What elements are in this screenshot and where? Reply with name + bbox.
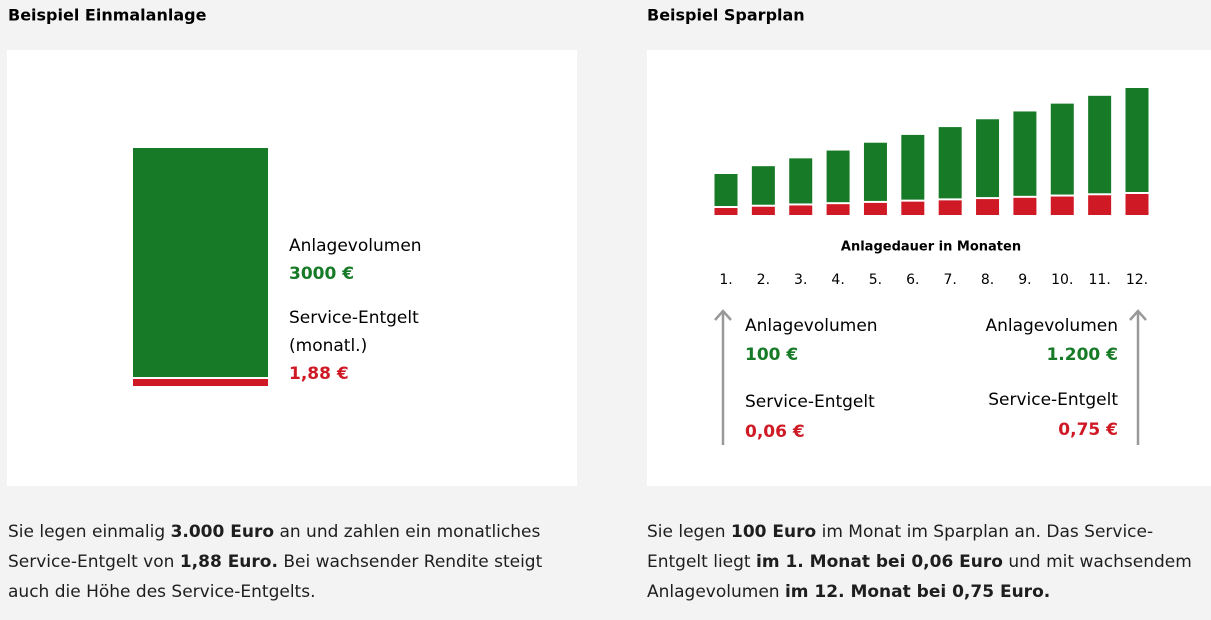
label: Anlagevolumen bbox=[745, 316, 878, 336]
volume-bar bbox=[938, 127, 962, 199]
volume-bar bbox=[751, 166, 775, 205]
panels: Beispiel Einmalanlage Beispiel Sparplan … bbox=[7, 6, 1211, 486]
value: 0,75 € bbox=[1058, 420, 1118, 440]
value: 3000 € bbox=[289, 264, 354, 284]
volume-bar bbox=[1125, 88, 1149, 192]
fee-bar bbox=[938, 200, 962, 215]
month-label: 10. bbox=[1051, 272, 1073, 288]
text-segment: im 12. Monat bei 0,75 Euro. bbox=[784, 582, 1051, 602]
text-segment: im Monat im Sparplan an. Das Service-Ent… bbox=[647, 522, 1154, 572]
fee-bar bbox=[789, 205, 813, 215]
month-label: 1. bbox=[719, 272, 732, 288]
text-segment: 100 Euro bbox=[731, 522, 817, 542]
volume-bar bbox=[901, 134, 925, 200]
text-segment: 1,88 Euro. bbox=[179, 552, 278, 572]
value: 0,06 € bbox=[745, 422, 805, 442]
volume-bar bbox=[976, 119, 1000, 198]
axis-label: Anlagedauer in Monaten bbox=[841, 240, 1021, 255]
label: Service-Entgelt bbox=[745, 392, 875, 412]
volume-bar bbox=[789, 158, 813, 204]
heading: Beispiel Sparplan bbox=[647, 6, 805, 25]
label: Service-Entgelt bbox=[988, 390, 1118, 410]
fee-bar bbox=[976, 199, 1000, 215]
month-label: 2. bbox=[757, 272, 770, 288]
volume-bar bbox=[133, 148, 268, 377]
value: 1.200 € bbox=[1046, 345, 1118, 365]
arrows bbox=[714, 309, 1147, 445]
paragraph: Sie legen einmalig 3.000 Euro an und zah… bbox=[8, 517, 548, 607]
value: 1,88 € bbox=[289, 364, 349, 384]
month-label: 11. bbox=[1089, 272, 1111, 288]
text-segment: 3.000 Euro bbox=[170, 522, 275, 542]
fee-bar bbox=[1125, 194, 1149, 215]
fee-bar bbox=[751, 206, 775, 215]
fee-bar bbox=[1088, 195, 1112, 215]
month-label: 9. bbox=[1018, 272, 1031, 288]
volume-bar bbox=[826, 150, 850, 203]
card bbox=[647, 50, 1211, 486]
paragraph: Sie legen 100 Euro im Monat im Sparplan … bbox=[647, 517, 1211, 607]
text-segment: Sie legen bbox=[647, 522, 731, 542]
label: (monatl.) bbox=[289, 336, 367, 356]
volume-bar bbox=[1088, 95, 1112, 194]
fee-bar bbox=[863, 202, 887, 215]
volume-bar bbox=[1050, 103, 1074, 195]
card bbox=[7, 50, 577, 486]
text-segment: Bei wachsender Rendite steigt auch die H… bbox=[8, 552, 543, 602]
month-label: 5. bbox=[869, 272, 882, 288]
label: Anlagevolumen bbox=[289, 236, 422, 256]
volume-bar bbox=[1013, 111, 1037, 196]
label: Service-Entgelt bbox=[289, 308, 419, 328]
month-label: 12. bbox=[1126, 272, 1148, 288]
text-segment: Sie legen einmalig bbox=[8, 522, 171, 542]
text-segment: im 1. Monat bei 0,06 Euro bbox=[756, 552, 1003, 572]
label: Anlagevolumen bbox=[985, 316, 1118, 336]
volume-bar bbox=[714, 174, 738, 206]
text-segment: an und zahlen ein monatliches Service-En… bbox=[8, 522, 541, 572]
month-label: 3. bbox=[794, 272, 807, 288]
fee-bar bbox=[1050, 196, 1074, 215]
month-label: 6. bbox=[906, 272, 919, 288]
month-label: 4. bbox=[831, 272, 844, 288]
month-label: 7. bbox=[944, 272, 957, 288]
month-label: 8. bbox=[981, 272, 994, 288]
text-segment: und mit wachsendem Anlagevolumen bbox=[647, 552, 1192, 602]
heading: Beispiel Einmalanlage bbox=[8, 6, 207, 25]
fee-bar bbox=[826, 204, 850, 215]
fee-bar bbox=[901, 201, 925, 215]
fee-bar bbox=[714, 208, 738, 215]
value: 100 € bbox=[745, 345, 798, 365]
volume-bar bbox=[863, 142, 887, 201]
fee-bar bbox=[133, 379, 268, 386]
fee-bar bbox=[1013, 197, 1037, 215]
